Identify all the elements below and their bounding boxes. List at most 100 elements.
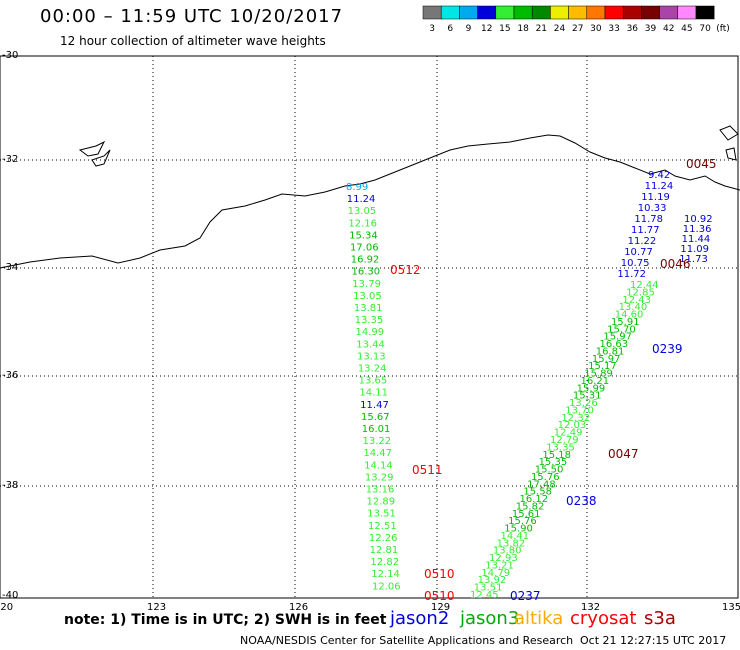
wave-height-value: 12.51 bbox=[368, 521, 397, 532]
wave-height-value: 15.89 bbox=[584, 369, 613, 380]
legend-swatch bbox=[622, 5, 642, 20]
wave-height-value: 15.34 bbox=[349, 230, 378, 241]
wave-height-value: 11.72 bbox=[617, 269, 646, 280]
wave-height-value: 16.21 bbox=[580, 376, 609, 387]
wave-height-value: 12.93 bbox=[489, 553, 518, 564]
wave-height-value: 16.30 bbox=[352, 267, 381, 278]
wave-height-value: 12.82 bbox=[370, 557, 399, 568]
legend-swatch bbox=[440, 5, 460, 20]
wave-height-value: 13.81 bbox=[354, 303, 383, 314]
wave-height-value: 15.97 bbox=[592, 354, 621, 365]
wave-height-value: 12.32 bbox=[561, 413, 590, 424]
satellite-name-altika: altika bbox=[514, 608, 564, 629]
lon-label: 135 bbox=[722, 602, 740, 613]
wave-height-value: 14.60 bbox=[615, 310, 644, 321]
wave-height-value: 12.79 bbox=[550, 435, 579, 446]
lat-label: -40 bbox=[2, 590, 19, 601]
wave-height-value: 11.24 bbox=[347, 194, 376, 205]
wave-height-value: 13.24 bbox=[358, 364, 387, 375]
legend-swatch bbox=[659, 5, 679, 20]
wave-height-value: 15.91 bbox=[611, 317, 640, 328]
legend-label: 36 bbox=[627, 24, 639, 34]
wave-height-value: 8.99 bbox=[346, 182, 368, 193]
wave-height-value: 11.24 bbox=[645, 181, 674, 192]
wave-height-value: 13.05 bbox=[348, 206, 377, 217]
footer-credit: NOAA/NESDIS Center for Satellite Applica… bbox=[240, 634, 574, 647]
wave-height-value: 12.16 bbox=[348, 218, 377, 229]
wave-height-value: 15.67 bbox=[361, 412, 390, 423]
wave-height-value: 13.21 bbox=[485, 560, 514, 571]
track-time-label: 0512 bbox=[390, 263, 421, 277]
wave-height-value: 12.14 bbox=[371, 569, 400, 580]
satellite-name-s3a: s3a bbox=[644, 608, 676, 629]
wave-height-value: 17.48 bbox=[527, 479, 556, 490]
wave-height-value: 15.31 bbox=[573, 391, 602, 402]
color-legend: 3 6 9 12 15 18 21 24 27 30 33 36 39 42 45 70 (ft) bbox=[422, 5, 730, 34]
lon-label: 123 bbox=[147, 602, 167, 613]
wave-height-value: 13.16 bbox=[366, 485, 395, 496]
wave-height-value: 16.63 bbox=[600, 339, 629, 350]
legend-label: 24 bbox=[554, 24, 566, 34]
wave-height-value: 14.14 bbox=[364, 460, 393, 471]
wave-height-value: 14.79 bbox=[481, 568, 510, 579]
wave-height-value: 16.81 bbox=[596, 346, 625, 357]
wave-height-value: 13.26 bbox=[569, 398, 598, 409]
wave-height-value: 16.92 bbox=[351, 255, 380, 266]
wave-height-value: 9.42 bbox=[648, 170, 670, 181]
wave-height-value: 13.22 bbox=[363, 436, 392, 447]
wave-height-value: 13.65 bbox=[359, 376, 388, 387]
legend-label: 27 bbox=[572, 24, 583, 34]
lon-label: 126 bbox=[289, 602, 309, 613]
note-text: note: 1) Time is in UTC; 2) SWH is in fe… bbox=[64, 612, 387, 628]
wave-height-value: 11.22 bbox=[628, 236, 657, 247]
wave-height-value: 15.76 bbox=[531, 472, 560, 483]
page-subtitle: 12 hour collection of altimeter wave hei… bbox=[60, 34, 326, 48]
wave-height-value: 13.44 bbox=[356, 339, 385, 350]
wave-height-value: 15.58 bbox=[523, 487, 552, 498]
wave-height-value: 11.47 bbox=[360, 400, 389, 411]
legend-unit: (ft) bbox=[716, 24, 730, 34]
legend-label: 15 bbox=[499, 24, 510, 34]
legend-swatch bbox=[495, 5, 515, 20]
wave-height-value: 12.45 bbox=[470, 590, 499, 601]
wave-height-value: 13.35 bbox=[546, 442, 575, 453]
map-frame bbox=[0, 55, 739, 599]
legend-label: 3 bbox=[429, 24, 435, 34]
kangaroo-island bbox=[78, 140, 106, 157]
lat-label: -38 bbox=[2, 480, 19, 491]
legend-label: 9 bbox=[466, 24, 472, 34]
wave-height-value: 11.73 bbox=[679, 254, 708, 265]
wave-height-value: 15.18 bbox=[542, 450, 571, 461]
wave-height-value: 11.36 bbox=[683, 224, 712, 235]
footer-timestamp: Oct 21 12:27:15 UTC 2017 bbox=[580, 634, 727, 647]
wave-height-value: 13.82 bbox=[497, 538, 526, 549]
wave-height-value: 12.44 bbox=[630, 280, 659, 291]
track-time-label: 0046 bbox=[660, 257, 691, 271]
lon-label: 120 bbox=[0, 602, 14, 613]
wave-height-value: 15.97 bbox=[603, 332, 632, 343]
wave-height-value: 10.75 bbox=[621, 258, 650, 269]
legend-label: 6 bbox=[447, 24, 453, 34]
track-time-label: 0237 bbox=[510, 589, 541, 603]
legend-swatch bbox=[531, 5, 551, 20]
wave-height-value: 11.09 bbox=[680, 244, 709, 255]
legend-label: 45 bbox=[681, 24, 692, 34]
track-time-label: 0045 bbox=[686, 157, 717, 171]
wave-height-value: 16.12 bbox=[520, 494, 549, 505]
wave-height-value: 12.89 bbox=[366, 497, 395, 508]
wave-height-value: 13.80 bbox=[493, 546, 522, 557]
legend-swatch bbox=[641, 5, 660, 20]
track-time-label: 0510 bbox=[424, 567, 455, 581]
wave-height-value: 12.85 bbox=[626, 287, 655, 298]
lon-label: 129 bbox=[431, 602, 451, 613]
satellite-name-jason2: jason2 bbox=[390, 608, 450, 629]
legend-swatch bbox=[568, 5, 588, 20]
legend-swatch bbox=[604, 5, 624, 20]
wave-height-value: 15.70 bbox=[607, 324, 636, 335]
satellite-name-jason3: jason3 bbox=[460, 608, 520, 629]
small-island bbox=[91, 149, 111, 167]
wave-height-value: 15.76 bbox=[508, 516, 537, 527]
wave-height-value: 12.43 bbox=[622, 295, 651, 306]
wave-height-value: 15.61 bbox=[512, 509, 541, 520]
